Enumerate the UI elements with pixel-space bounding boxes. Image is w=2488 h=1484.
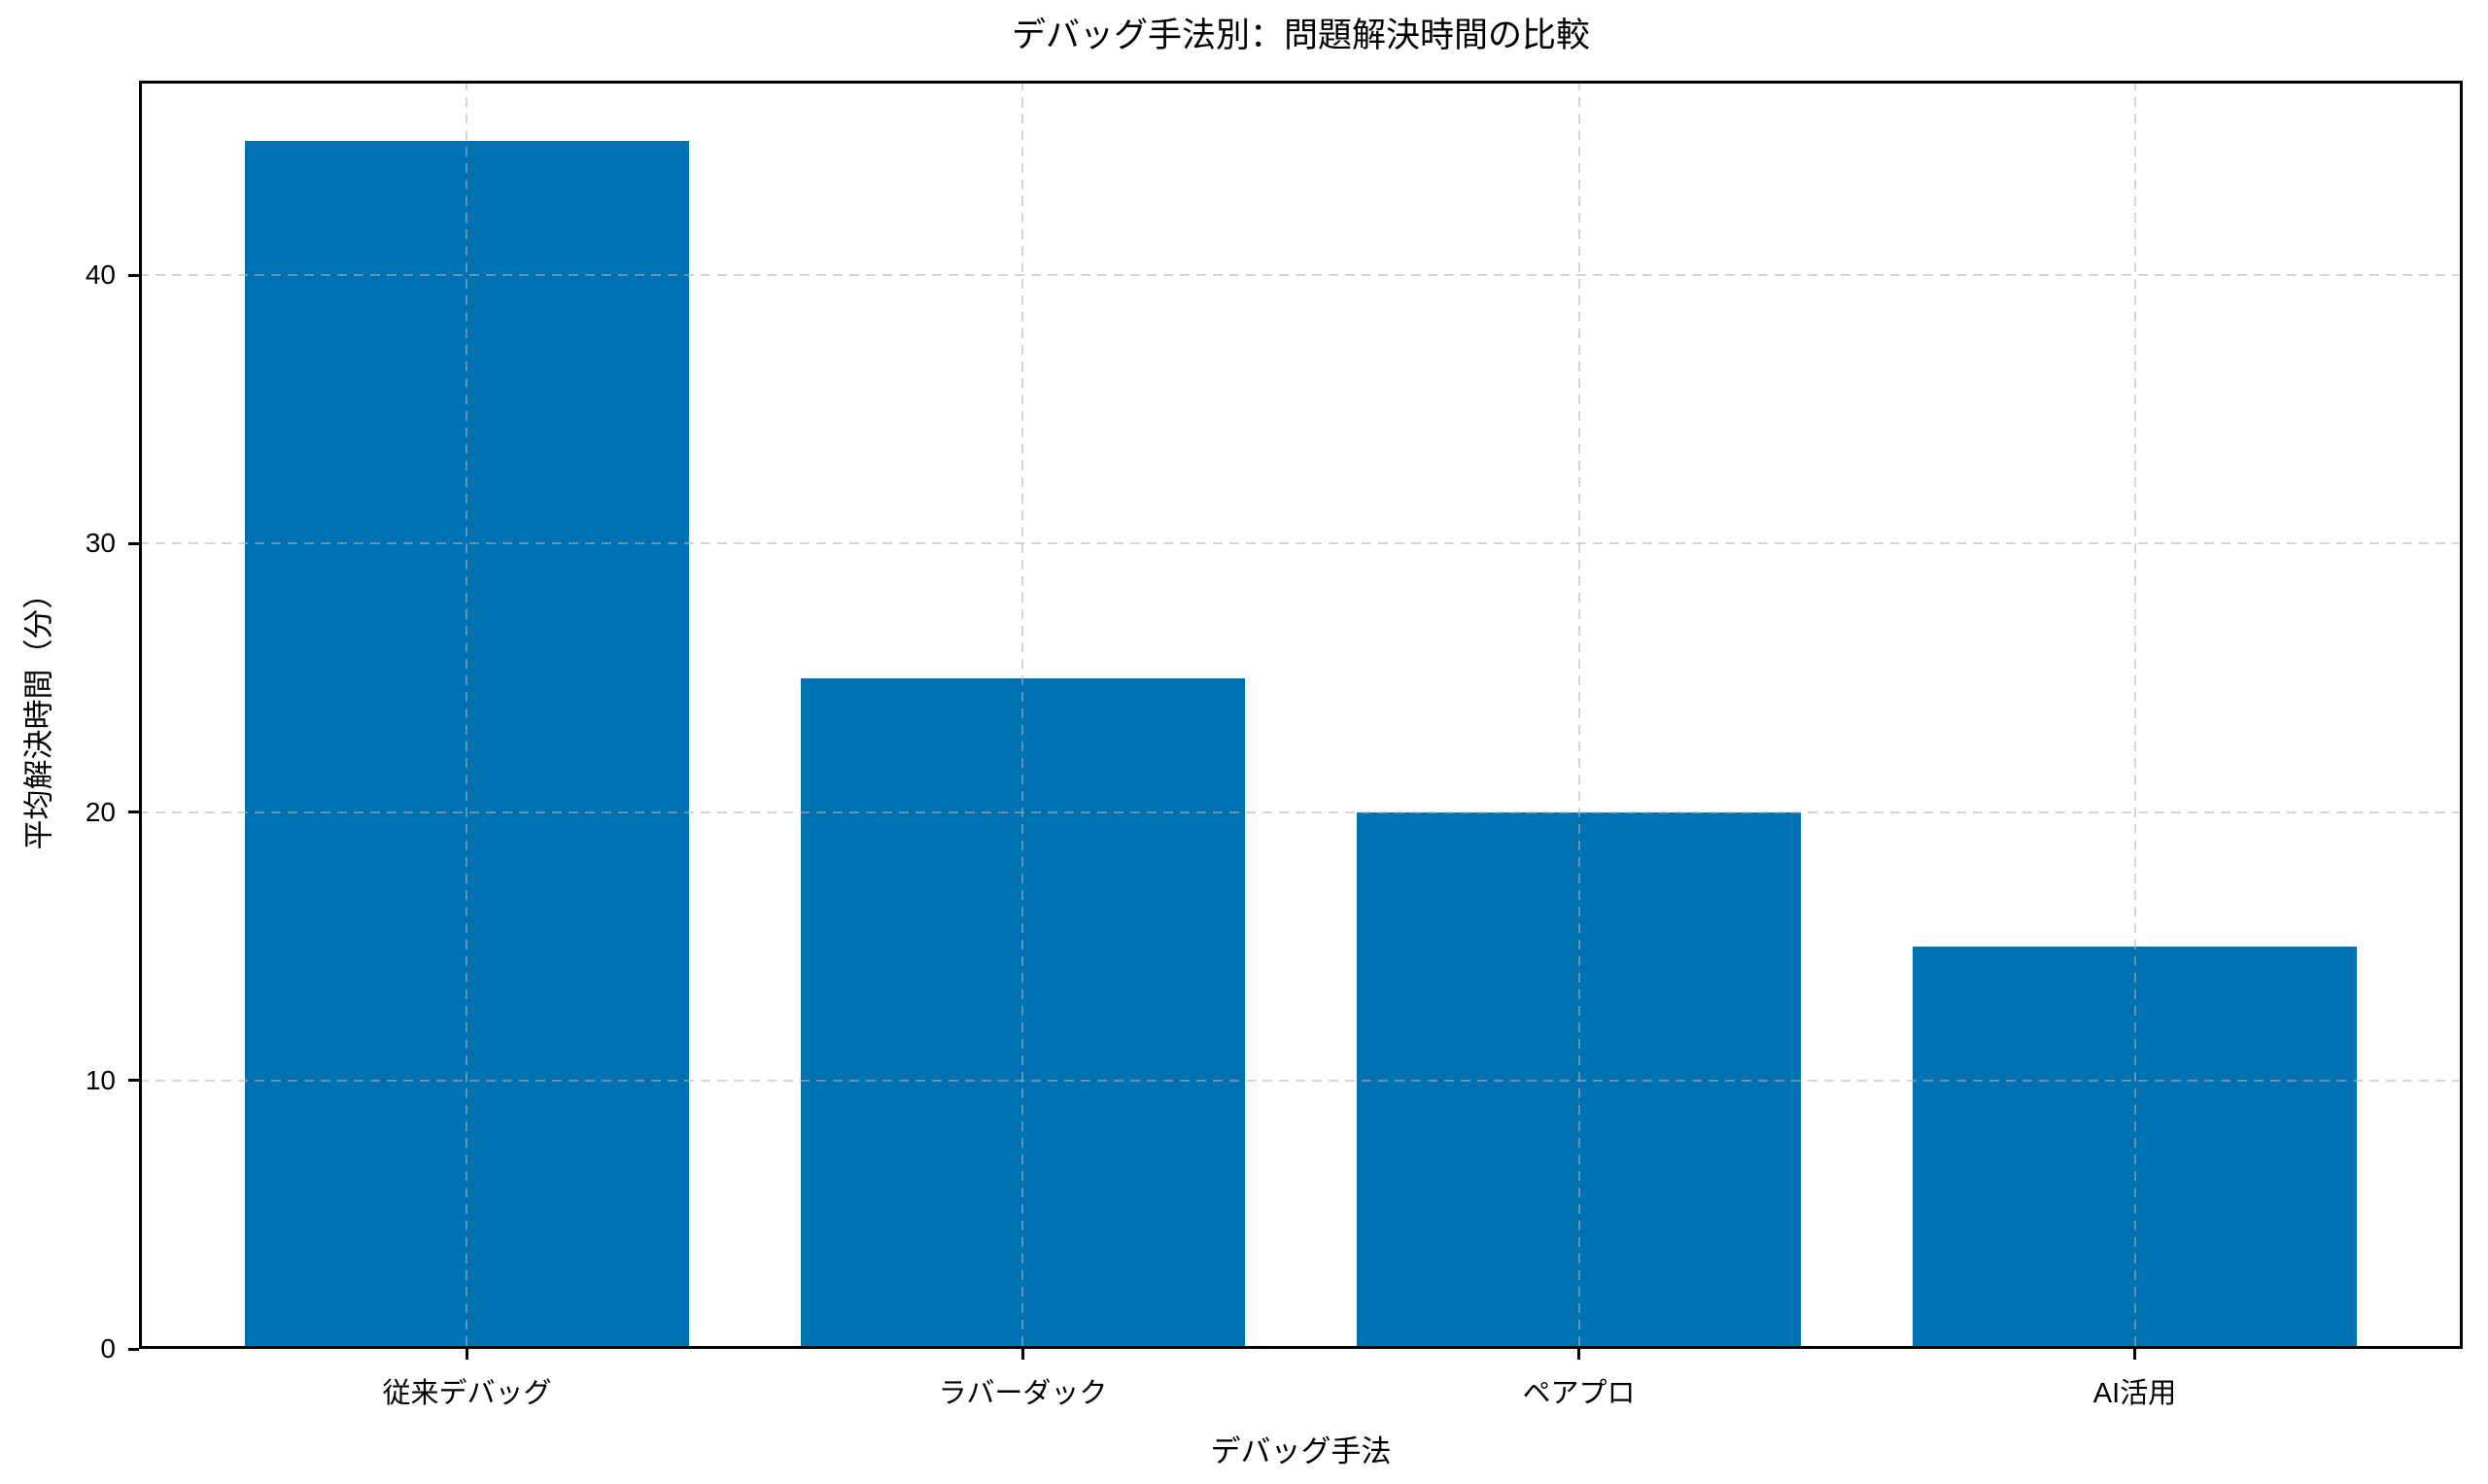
x-tick-mark-2	[1577, 1349, 1580, 1360]
gridline-h-30	[139, 542, 2463, 545]
x-tick-mark-3	[2133, 1349, 2136, 1360]
x-axis-label: デバッグ手法	[1210, 1434, 1392, 1468]
x-category-label-2: ペアプロ	[1522, 1378, 1636, 1409]
x-tick-mark-0	[465, 1349, 468, 1360]
chart-title: デバッグ手法別：問題解決時間の比較	[1011, 17, 1590, 54]
gridline-v-1	[1021, 81, 1024, 1349]
y-tick-mark-20	[128, 811, 139, 814]
gridline-v-3	[2133, 81, 2136, 1349]
y-tick-label-30: 30	[85, 528, 116, 559]
x-category-label-1: ラバーダック	[938, 1378, 1108, 1409]
gridline-h-40	[139, 274, 2463, 277]
gridline-h-10	[139, 1079, 2463, 1082]
x-tick-mark-1	[1020, 1349, 1024, 1360]
y-tick-mark-40	[128, 273, 139, 277]
y-tick-label-0: 0	[100, 1333, 116, 1363]
y-tick-label-40: 40	[85, 259, 116, 291]
x-category-label-3: AI活用	[2092, 1378, 2177, 1409]
y-tick-mark-0	[128, 1347, 139, 1351]
gridline-h-20	[139, 811, 2463, 813]
x-category-label-0: 従来デバッグ	[382, 1378, 552, 1409]
y-tick-label-20: 20	[85, 796, 116, 827]
y-tick-mark-10	[128, 1079, 139, 1083]
plot-area	[139, 81, 2463, 1349]
gridline-v-0	[466, 81, 468, 1349]
y-tick-mark-30	[128, 541, 139, 545]
y-tick-label-10: 10	[85, 1064, 116, 1095]
gridline-v-2	[1577, 81, 1580, 1349]
